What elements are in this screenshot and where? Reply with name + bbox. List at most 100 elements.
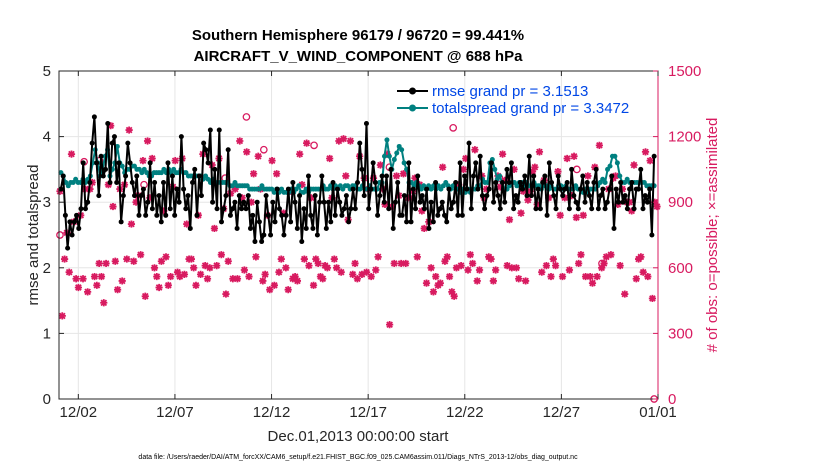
obs-assimilated-point [254, 152, 262, 160]
rmse-point [332, 212, 338, 218]
obs-assimilated-point [390, 259, 398, 268]
rmse-point [323, 225, 329, 231]
obs-assimilated-point [496, 183, 504, 191]
obs-assimilated-point [475, 266, 484, 274]
obs-assimilated-point [153, 272, 161, 281]
obs-assimilated-point [206, 264, 214, 272]
rmse-point [178, 134, 184, 140]
rmse-point [76, 225, 82, 231]
obs-assimilated-point [351, 259, 359, 268]
obs-assimilated-point [386, 321, 394, 329]
rmse-point [321, 199, 327, 205]
rmse-point [136, 212, 142, 218]
obs-assimilated-point [450, 292, 458, 300]
obs-assimilated-point [162, 253, 170, 261]
rmse-point [118, 219, 124, 225]
obs-assimilated-point [618, 185, 627, 193]
rmse-point [207, 127, 213, 133]
rmse-point [85, 199, 91, 205]
rmse-point [495, 193, 501, 199]
obs-assimilated-point [489, 277, 497, 285]
obs-assimilated-point [97, 272, 106, 281]
rmse-point [644, 199, 650, 205]
obs-assimilated-point [171, 157, 179, 165]
rmse-point [123, 173, 129, 179]
rmse-point [194, 212, 200, 218]
obs-assimilated-point [243, 148, 251, 156]
y-axis-left-label: rmse and totalspread [25, 165, 42, 306]
x-tick-label: 12/02 [60, 404, 98, 421]
obs-assimilated-point [549, 255, 557, 263]
totalspread-point [602, 180, 608, 186]
obs-assimilated-point [307, 194, 315, 202]
rmse-point [651, 153, 657, 159]
y-right-tick-label: 1500 [668, 63, 701, 80]
chart-title-line1: Southern Hemisphere 96179 / 96720 = 99.4… [192, 27, 524, 44]
obs-assimilated-point [74, 283, 83, 292]
obs-assimilated-point [148, 154, 156, 163]
obs-assimilated-point [150, 264, 159, 272]
obs-assimilated-point [346, 137, 355, 145]
obs-assimilated-point [561, 194, 569, 202]
totalspread-point [492, 166, 498, 172]
obs-assimilated-point [621, 290, 629, 298]
obs-assimilated-point [155, 283, 163, 292]
y-right-tick-label: 900 [668, 194, 693, 211]
rmse-point [292, 199, 298, 205]
rmse-point [270, 199, 276, 205]
rmse-point [499, 180, 505, 186]
rmse-point [103, 166, 109, 172]
obs-assimilated-point [146, 194, 154, 202]
obs-assimilated-point [535, 148, 544, 156]
rmse-point [230, 206, 236, 212]
obs-assimilated-point [305, 262, 313, 270]
rmse-point [468, 206, 474, 212]
obs-assimilated-point [487, 255, 495, 263]
x-tick-label: 12/07 [156, 404, 194, 421]
obs-assimilated-point [653, 202, 661, 211]
rmse-point [165, 160, 171, 166]
rmse-point [593, 166, 599, 172]
obs-assimilated-point [67, 150, 76, 158]
rmse-point [508, 160, 514, 166]
rmse-point [609, 173, 615, 179]
rmse-point [546, 160, 552, 166]
obs-possible-point [242, 113, 251, 121]
rmse-point [185, 193, 191, 199]
obs-assimilated-point [231, 185, 239, 193]
obs-assimilated-point [542, 262, 550, 270]
obs-assimilated-point [602, 253, 610, 261]
totalspread-point [296, 183, 302, 189]
rmse-point [143, 212, 149, 218]
x-axis-label: Dec.01,2013 00:00:00 start [268, 428, 450, 445]
obs-assimilated-point [600, 259, 608, 268]
rmse-point [80, 160, 86, 166]
obs-possible-point [598, 259, 606, 268]
obs-assimilated-point [439, 163, 447, 171]
rmse-point [343, 193, 349, 199]
rmse-point [549, 180, 555, 186]
obs-assimilated-point [441, 257, 449, 265]
rmse-point [569, 166, 575, 172]
obs-assimilated-point [471, 146, 479, 154]
rmse-point [482, 206, 488, 212]
obs-assimilated-point [558, 272, 567, 281]
obs-assimilated-point [266, 286, 274, 294]
rmse-point [348, 206, 354, 212]
obs-assimilated-point [102, 259, 110, 268]
rmse-point [223, 193, 229, 199]
obs-assimilated-point [586, 272, 594, 281]
rmse-point [540, 180, 546, 186]
rmse-point [419, 193, 425, 199]
obs-assimilated-point [180, 270, 189, 278]
rmse-point [506, 180, 512, 186]
rmse-point [192, 166, 198, 172]
obs-assimilated-point [60, 255, 69, 263]
rmse-point [613, 186, 619, 192]
rmse-point [578, 186, 584, 192]
obs-assimilated-point [157, 257, 165, 265]
y-right-tick-label: 600 [668, 260, 693, 277]
rmse-point [67, 219, 73, 225]
rmse-point [216, 127, 222, 133]
rmse-point [214, 206, 220, 212]
